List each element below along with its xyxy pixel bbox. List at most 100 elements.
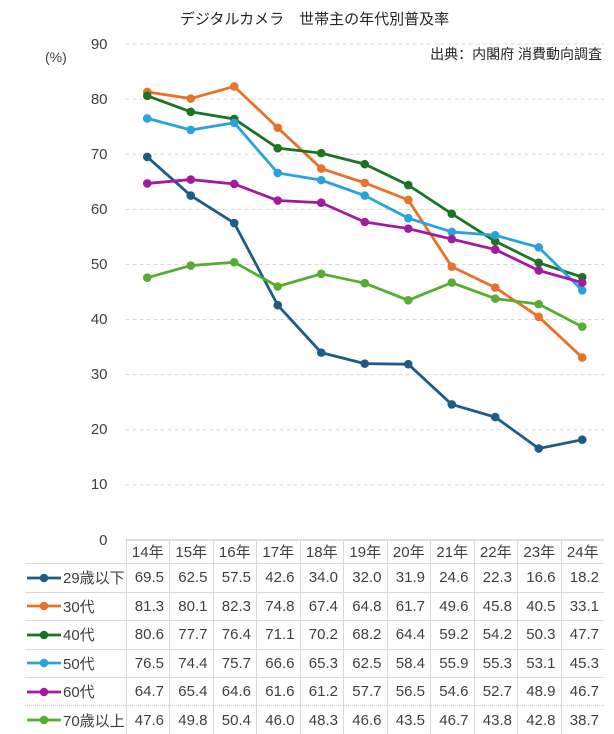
series-0-point-8 [490,412,500,422]
series-0-point-9 [534,444,544,453]
value-cell: 65.3 [299,648,343,677]
legend-label: 30代 [63,598,95,616]
y-axis-unit-label: (%) [45,49,67,65]
value-cell: 34.0 [299,563,343,592]
value-cell: 66.6 [256,648,300,677]
source-note: 出典：内閣府 消費動向調査 [430,46,602,62]
legend-cell: 29歳以下 [25,563,126,591]
value-cell: 38.7 [560,705,604,734]
value-cell: 33.1 [560,591,604,621]
series-0-point-2 [229,218,239,228]
value-cell: 62.5 [169,563,213,592]
series-3-point-4 [316,175,326,185]
series-2-point-8 [490,236,500,246]
value-cell: 74.4 [169,648,213,677]
legend-label: 50代 [63,655,95,673]
series-5-point-7 [447,278,457,287]
series-3-point-2 [229,118,239,128]
value-cell: 61.6 [256,676,300,706]
series-0-point-10 [577,435,587,444]
value-cell: 76.4 [212,620,256,649]
value-cell: 53.1 [517,648,561,677]
series-5-point-8 [490,294,500,303]
series-3-point-6 [403,213,413,223]
value-cell: 64.7 [125,676,169,706]
value-cell: 64.6 [212,676,256,706]
value-cell: 18.2 [560,563,604,592]
y-tick-label: 50 [90,255,108,273]
value-cell: 46.0 [256,705,300,734]
series-3-point-3 [273,168,283,178]
legend-marker-icon [27,630,61,640]
value-cell: 82.3 [212,591,256,621]
value-cell: 49.6 [430,591,474,621]
series-5-point-0 [142,273,152,282]
y-tick-label: 30 [90,366,108,384]
series-1-point-1 [186,94,196,103]
series-4-point-1 [186,175,196,184]
y-tick-label: 40 [90,311,108,329]
column-header: 16年 [212,540,257,564]
y-tick-label: 0 [99,531,108,549]
series-0-point-3 [273,300,283,310]
legend-marker-icon [27,715,61,725]
column-header: 20年 [386,540,431,564]
series-4-point-5 [360,217,370,227]
column-header: 24年 [560,540,605,564]
series-2-point-3 [273,143,283,153]
series-4-point-0 [142,179,152,188]
legend-marker-icon [27,602,61,611]
value-cell: 42.6 [256,563,300,592]
series-3-point-0 [142,114,152,123]
series-3-point-5 [360,191,370,200]
series-3-point-9 [534,243,544,252]
value-cell: 43.8 [473,705,517,734]
value-cell: 46.7 [560,676,604,706]
value-cell: 57.7 [343,676,387,706]
value-cell: 43.5 [386,705,430,734]
value-cell: 54.2 [473,620,517,649]
series-1-point-9 [534,312,544,322]
series-4-point-6 [403,224,413,233]
legend-cell: 70歳以上 [25,705,126,733]
column-header: 22年 [473,540,518,564]
value-cell: 47.6 [125,705,169,734]
value-cell: 64.8 [343,591,387,621]
value-cell: 70.2 [299,620,343,649]
series-1-point-3 [273,123,283,133]
value-cell: 69.5 [125,563,169,592]
legend-label: 40代 [63,627,95,645]
value-cell: 48.3 [299,705,343,734]
value-cell: 65.4 [169,676,213,706]
legend-label: 60代 [63,684,95,702]
series-1-point-2 [229,82,239,91]
legend-label: 70歳以上 [63,712,125,730]
series-3-point-8 [490,230,500,240]
value-cell: 59.2 [430,620,474,649]
y-tick-label: 70 [90,145,108,163]
column-header: 23年 [517,540,561,564]
value-cell: 56.5 [386,676,430,706]
data-table: 14年 15年 16年 17年 18年 19年 20年 21年 22年 23年 24年 29歳以下 69… [25,540,604,734]
legend-cell: 50代 [25,648,126,677]
value-cell: 76.5 [125,648,169,677]
series-0-point-6 [403,359,413,369]
series-2-point-4 [316,148,326,158]
column-header: 15年 [169,540,213,564]
series-5-point-4 [316,269,326,279]
value-cell: 67.4 [299,591,343,621]
chart-title: デジタルカメラ 世帯主の年代別普及率 [179,11,450,28]
series-0-point-4 [316,348,326,357]
value-cell: 49.8 [169,705,213,734]
series-1-point-4 [316,164,326,173]
value-cell: 74.8 [256,591,300,621]
legend-marker-icon [27,658,61,668]
value-cell: 55.9 [430,648,474,677]
value-cell: 75.7 [212,648,256,677]
legend-label: 29歳以下 [63,570,125,588]
value-cell: 68.2 [343,620,387,649]
value-cell: 54.6 [430,676,474,706]
column-header: 19年 [343,540,387,564]
series-0-point-7 [447,400,457,409]
